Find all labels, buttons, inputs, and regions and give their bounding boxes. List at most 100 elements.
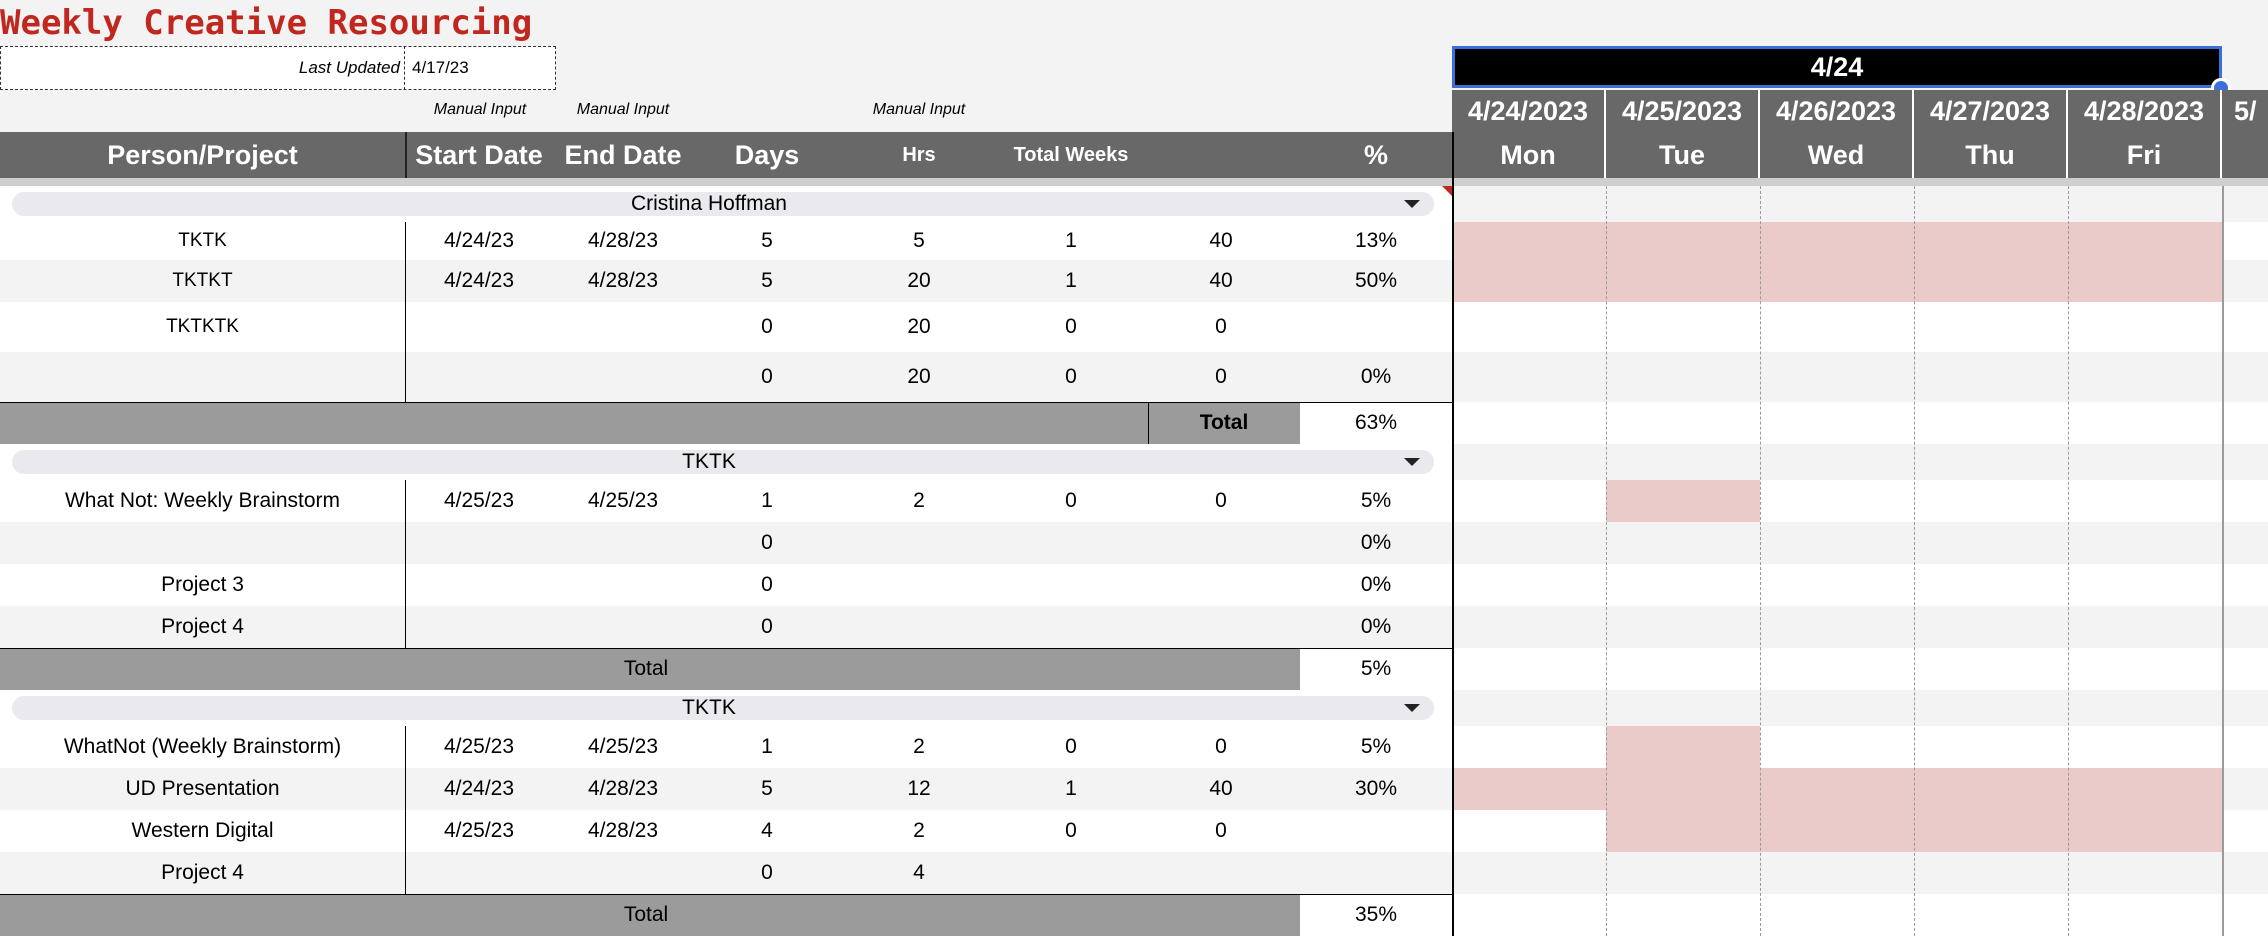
cell-pct[interactable]: 0% bbox=[1360, 531, 1392, 554]
group-selector[interactable] bbox=[12, 696, 1434, 720]
cell-end[interactable] bbox=[553, 352, 693, 402]
cell-weeks[interactable] bbox=[989, 852, 1153, 894]
cell-hrs[interactable]: 12 bbox=[907, 777, 931, 800]
cell-hpw[interactable] bbox=[1148, 522, 1294, 564]
group-name[interactable]: TKTK bbox=[682, 696, 736, 719]
cell-days[interactable]: 0 bbox=[761, 365, 773, 388]
allocation-block[interactable] bbox=[2068, 768, 2222, 810]
cell-hpw[interactable] bbox=[1148, 564, 1294, 606]
header-end-date[interactable]: End Date bbox=[564, 140, 682, 170]
cell-days[interactable]: 1 bbox=[761, 735, 773, 758]
cell-project[interactable] bbox=[0, 352, 405, 402]
cell-pct[interactable]: 5% bbox=[1360, 489, 1392, 512]
cal-day-wed[interactable]: Wed bbox=[1760, 132, 1914, 178]
selected-week-cell[interactable]: 4/24 bbox=[1452, 46, 2222, 88]
cell-pct[interactable]: 30% bbox=[1354, 777, 1398, 800]
cell-weeks[interactable]: 1 bbox=[1065, 229, 1077, 252]
cell-pct[interactable] bbox=[1300, 810, 1452, 852]
cell-weeks[interactable]: 0 bbox=[1065, 819, 1077, 842]
cal-day-fri[interactable]: Fri bbox=[2068, 132, 2222, 178]
cell-pct[interactable]: 0% bbox=[1360, 365, 1392, 388]
cell-days[interactable]: 0 bbox=[761, 531, 773, 554]
header-hrs[interactable]: Hrs bbox=[902, 144, 936, 166]
cal-date-wed[interactable]: 4/26/2023 bbox=[1760, 90, 1914, 132]
cell-end[interactable]: 4/28/23 bbox=[587, 819, 659, 842]
chevron-down-icon[interactable] bbox=[1404, 200, 1420, 208]
allocation-block[interactable] bbox=[1914, 260, 2068, 302]
cell-end[interactable] bbox=[553, 522, 693, 564]
allocation-block[interactable] bbox=[2068, 260, 2222, 302]
cell-end[interactable]: 4/28/23 bbox=[587, 229, 659, 252]
header-person-project[interactable]: Person/Project bbox=[107, 140, 298, 170]
cell-hpw[interactable]: 0 bbox=[1215, 365, 1227, 388]
cell-hpw[interactable]: 0 bbox=[1215, 315, 1227, 338]
allocation-block[interactable] bbox=[1606, 480, 1760, 522]
allocation-block[interactable] bbox=[1606, 726, 1760, 768]
cell-start[interactable]: 4/25/23 bbox=[443, 735, 515, 758]
cell-days[interactable]: 0 bbox=[761, 615, 773, 638]
group-name[interactable]: Cristina Hoffman bbox=[630, 192, 787, 215]
allocation-block[interactable] bbox=[1452, 222, 1606, 260]
chevron-down-icon[interactable] bbox=[1404, 704, 1420, 712]
cell-weeks[interactable] bbox=[989, 522, 1153, 564]
cell-project[interactable]: TKTK bbox=[178, 230, 227, 251]
total-percent[interactable]: 5% bbox=[1360, 657, 1392, 680]
allocation-block[interactable] bbox=[1760, 768, 1914, 810]
header-total-weeks[interactable]: Total Weeks bbox=[1013, 144, 1129, 166]
chevron-down-icon[interactable] bbox=[1404, 458, 1420, 466]
cal-date-thu[interactable]: 4/27/2023 bbox=[1914, 90, 2068, 132]
cell-hrs[interactable]: 20 bbox=[907, 365, 931, 388]
cell-days[interactable]: 4 bbox=[761, 819, 773, 842]
cell-weeks[interactable]: 0 bbox=[1065, 365, 1077, 388]
allocation-block[interactable] bbox=[1914, 810, 2068, 852]
last-updated-value[interactable]: 4/17/23 bbox=[412, 58, 469, 77]
cal-date-tue[interactable]: 4/25/2023 bbox=[1606, 90, 1760, 132]
cell-days[interactable]: 1 bbox=[761, 489, 773, 512]
cell-weeks[interactable]: 1 bbox=[1065, 269, 1077, 292]
cell-end[interactable]: 4/28/23 bbox=[587, 777, 659, 800]
cell-hrs[interactable]: 2 bbox=[913, 819, 925, 842]
cell-project[interactable]: Project 4 bbox=[161, 861, 244, 884]
cell-start[interactable]: 4/24/23 bbox=[443, 229, 515, 252]
cell-pct[interactable]: 13% bbox=[1354, 229, 1398, 252]
cell-pct[interactable] bbox=[1300, 302, 1452, 352]
allocation-block[interactable] bbox=[1760, 260, 1914, 302]
allocation-block[interactable] bbox=[1606, 222, 1760, 260]
cell-end[interactable] bbox=[553, 852, 693, 894]
cell-hrs[interactable]: 2 bbox=[913, 735, 925, 758]
group-name[interactable]: TKTK bbox=[682, 450, 736, 473]
cell-start[interactable]: 4/24/23 bbox=[443, 269, 515, 292]
cell-end[interactable] bbox=[553, 564, 693, 606]
cal-date-mon[interactable]: 4/24/2023 bbox=[1452, 90, 1606, 132]
cell-end[interactable] bbox=[553, 606, 693, 648]
cell-start[interactable]: 4/24/23 bbox=[443, 777, 515, 800]
cell-days[interactable]: 5 bbox=[761, 269, 773, 292]
group-selector[interactable] bbox=[12, 450, 1434, 474]
cell-end[interactable] bbox=[553, 302, 693, 352]
cell-pct[interactable]: 50% bbox=[1354, 269, 1398, 292]
cell-start[interactable]: 4/25/23 bbox=[443, 489, 515, 512]
cell-days[interactable]: 0 bbox=[761, 861, 773, 884]
allocation-block[interactable] bbox=[2068, 222, 2222, 260]
cell-project[interactable]: TKTKTK bbox=[166, 316, 239, 337]
total-percent[interactable]: 63% bbox=[1354, 411, 1398, 434]
header-days[interactable]: Days bbox=[734, 140, 800, 170]
allocation-block[interactable] bbox=[1760, 222, 1914, 260]
cell-pct[interactable]: 0% bbox=[1360, 573, 1392, 596]
cell-pct[interactable] bbox=[1300, 852, 1452, 894]
cell-start[interactable] bbox=[405, 852, 553, 894]
cell-project[interactable] bbox=[0, 522, 405, 564]
cell-start[interactable]: 4/25/23 bbox=[443, 819, 515, 842]
cell-hrs[interactable] bbox=[841, 606, 997, 648]
cell-hpw[interactable]: 40 bbox=[1209, 777, 1233, 800]
cell-hrs[interactable]: 20 bbox=[907, 315, 931, 338]
cell-project[interactable]: WhatNot (Weekly Brainstorm) bbox=[63, 735, 342, 758]
cell-weeks[interactable]: 0 bbox=[1065, 735, 1077, 758]
cell-end[interactable]: 4/28/23 bbox=[587, 269, 659, 292]
cell-project[interactable]: UD Presentation bbox=[125, 777, 280, 800]
cell-project[interactable]: Project 3 bbox=[161, 573, 244, 596]
cell-days[interactable]: 0 bbox=[761, 315, 773, 338]
cell-pct[interactable]: 0% bbox=[1360, 615, 1392, 638]
cell-days[interactable]: 0 bbox=[761, 573, 773, 596]
cell-hpw[interactable]: 0 bbox=[1215, 735, 1227, 758]
